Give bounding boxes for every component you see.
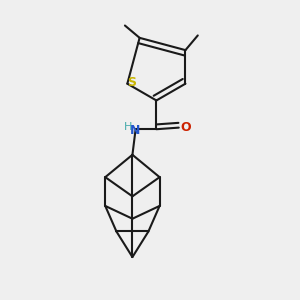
Text: O: O bbox=[181, 121, 191, 134]
Text: H: H bbox=[123, 122, 132, 132]
Text: N: N bbox=[130, 124, 140, 137]
Text: S: S bbox=[127, 76, 136, 88]
